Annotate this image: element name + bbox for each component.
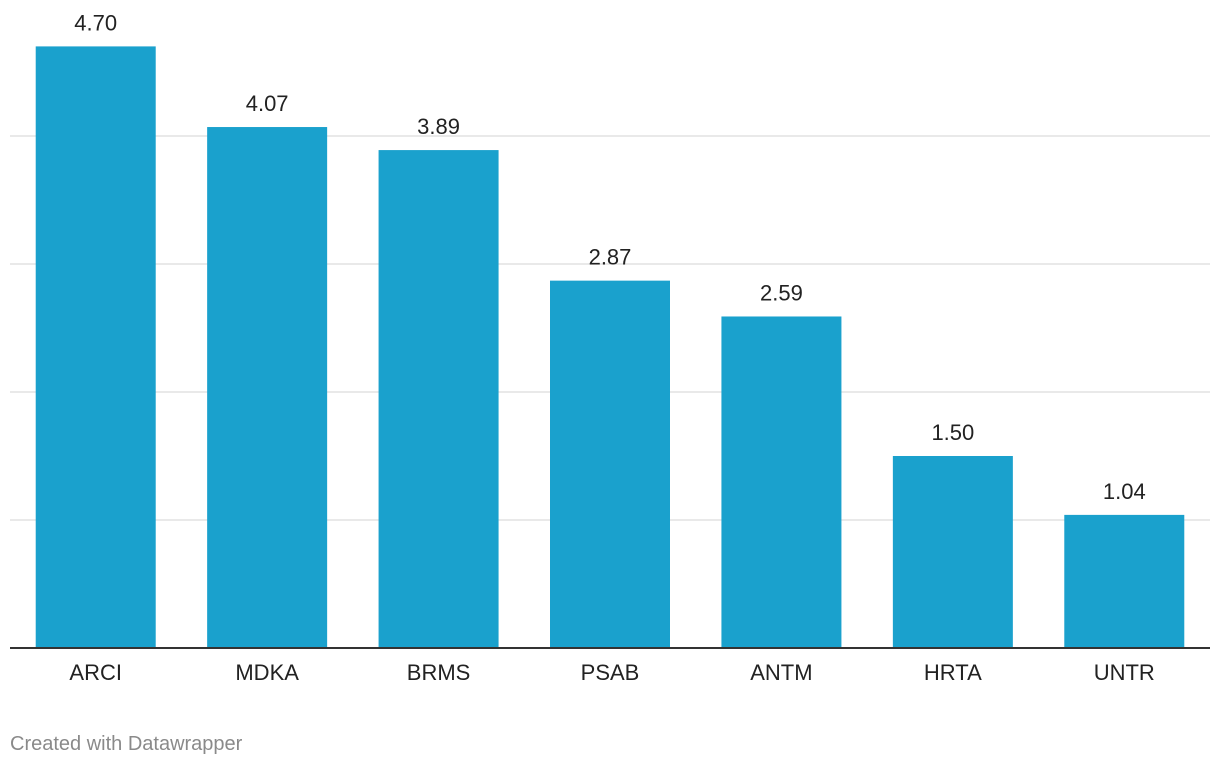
value-label-untr: 1.04 bbox=[1103, 479, 1146, 504]
value-label-mdka: 4.07 bbox=[246, 91, 289, 116]
category-label-psab: PSAB bbox=[581, 660, 640, 685]
bars bbox=[35, 46, 1185, 649]
bar-untr bbox=[1064, 514, 1185, 648]
value-label-antm: 2.59 bbox=[760, 280, 803, 305]
value-label-psab: 2.87 bbox=[589, 245, 632, 270]
category-label-antm: ANTM bbox=[750, 660, 812, 685]
bar-brms bbox=[378, 150, 499, 648]
category-label-hrta: HRTA bbox=[924, 660, 982, 685]
value-label-arci: 4.70 bbox=[74, 10, 117, 35]
category-label-arci: ARCI bbox=[69, 660, 122, 685]
credit-text: Created with Datawrapper bbox=[10, 733, 243, 755]
category-label-brms: BRMS bbox=[407, 660, 471, 685]
bar-mdka bbox=[207, 127, 328, 649]
category-label-mdka: MDKA bbox=[235, 660, 299, 685]
category-labels: ARCI MDKA BRMS PSAB ANTM HRTA UNTR bbox=[69, 660, 1154, 685]
bar-hrta bbox=[892, 456, 1013, 648]
bar-antm bbox=[721, 316, 842, 648]
value-label-hrta: 1.50 bbox=[931, 420, 974, 445]
bar-psab bbox=[550, 280, 670, 648]
value-labels: 4.70 4.07 3.89 2.87 2.59 1.50 1.04 bbox=[74, 10, 1145, 503]
category-label-untr: UNTR bbox=[1094, 660, 1155, 685]
bar-arci bbox=[35, 46, 156, 648]
bar-chart: 4.70 4.07 3.89 2.87 2.59 1.50 1.04 ARCI MDKA BRM… bbox=[10, 10, 1210, 685]
value-label-brms: 3.89 bbox=[417, 114, 460, 139]
